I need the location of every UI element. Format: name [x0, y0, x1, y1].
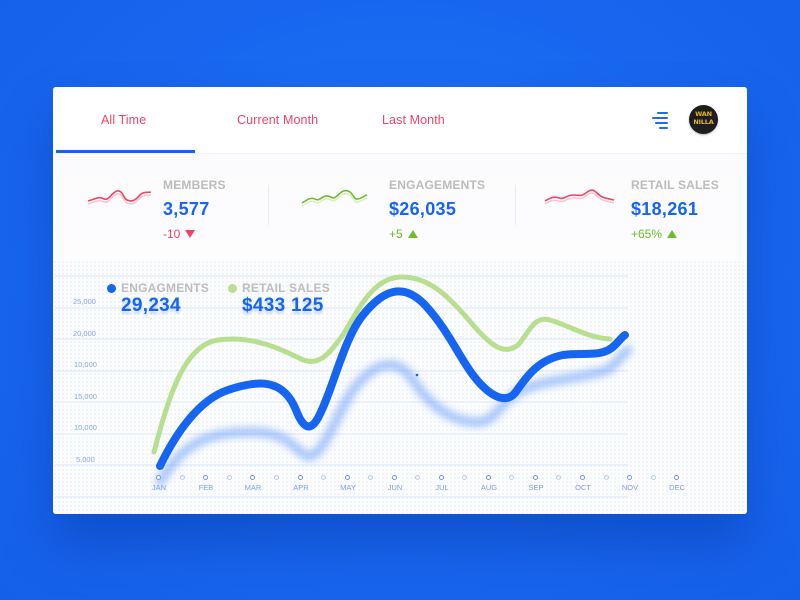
- tab-last-month[interactable]: Last Month: [382, 113, 445, 127]
- x-axis-dot: [580, 475, 585, 480]
- data-point-marker: [415, 373, 419, 377]
- header-bar: All Time Current Month Last Month WAN NI…: [53, 87, 747, 153]
- stat-delta: +65%: [631, 227, 678, 241]
- x-tick: JUN: [387, 483, 403, 492]
- x-tick: OCT: [575, 483, 591, 492]
- stat-divider: [268, 185, 269, 225]
- stat-value: 3,577: [163, 199, 210, 219]
- x-axis-dot: [604, 475, 609, 480]
- x-axis-dot: [627, 475, 632, 480]
- x-axis-dot: [509, 475, 514, 480]
- stat-delta: +5: [389, 227, 418, 241]
- dashboard-card: All Time Current Month Last Month WAN NI…: [53, 87, 747, 514]
- x-axis-dot: [651, 475, 656, 480]
- x-tick: JAN: [151, 483, 167, 492]
- y-tick: 25,000: [73, 297, 96, 306]
- retail-sales-sparkline-icon: [544, 189, 615, 205]
- y-tick: 15,000: [74, 392, 97, 401]
- chart-area: ENGAGMENTS 29,234 RETAIL SALES $433 125 …: [53, 260, 747, 514]
- x-axis-dot: [274, 475, 279, 480]
- x-tick: SEP: [528, 483, 544, 492]
- legend-dot-icon: [107, 284, 116, 293]
- legend-label: RETAIL SALES: [242, 281, 330, 295]
- stat-value: $26,035: [389, 199, 457, 219]
- tab-current-month[interactable]: Current Month: [237, 113, 319, 127]
- up-arrow-icon: [407, 230, 418, 238]
- y-tick: 5,000: [76, 455, 95, 464]
- members-sparkline-icon: [87, 190, 152, 205]
- x-axis-dot: [203, 475, 208, 480]
- x-axis-dot: [392, 475, 397, 480]
- stat-label: MEMBERS: [163, 178, 226, 192]
- x-axis-dot: [345, 475, 350, 480]
- x-axis-dot: [321, 475, 326, 480]
- x-tick: JUL: [435, 483, 449, 492]
- x-tick: APR: [293, 483, 309, 492]
- x-tick: DEC: [669, 483, 685, 492]
- legend-value: 29,234: [121, 295, 181, 316]
- tab-all-time[interactable]: All Time: [101, 113, 147, 127]
- stat-value: $18,261: [631, 199, 699, 219]
- stats-row: MEMBERS 3,577 -10 ENGAGEMENTS $26,035 +5: [53, 153, 747, 260]
- stat-label: ENGAGEMENTS: [389, 178, 486, 192]
- x-axis-dot: [156, 475, 161, 480]
- stat-members: MEMBERS 3,577 -10: [53, 154, 268, 261]
- engagements-line-shadow: [155, 345, 633, 487]
- legend-label: ENGAGMENTS: [121, 281, 210, 295]
- down-arrow-icon: [185, 230, 196, 238]
- stat-retail-sales: RETAIL SALES $18,261 +65%: [516, 154, 747, 261]
- stat-divider: [515, 185, 516, 225]
- active-tab-indicator: [56, 150, 195, 153]
- x-tick: FEB: [198, 483, 214, 492]
- avatar[interactable]: WAN NILLA: [689, 105, 718, 134]
- x-axis-dot: [462, 475, 467, 480]
- x-axis-dot: [415, 475, 420, 480]
- x-axis-dot: [556, 475, 561, 480]
- stat-engagements: ENGAGEMENTS $26,035 +5: [269, 154, 515, 261]
- x-tick: MAR: [244, 483, 262, 492]
- x-axis-dot: [250, 475, 255, 480]
- x-tick: AUG: [480, 483, 498, 492]
- hamburger-menu-icon[interactable]: [651, 111, 671, 129]
- x-tick: NOV: [621, 483, 639, 492]
- y-tick: 10,000: [74, 423, 97, 432]
- line-chart: [55, 274, 633, 498]
- x-axis-dot: [180, 475, 185, 480]
- x-axis-dot: [674, 475, 679, 480]
- avatar-text-line2: NILLA: [693, 117, 714, 126]
- stat-delta: -10: [163, 227, 196, 241]
- legend-dot-icon: [228, 284, 237, 293]
- x-axis-dot: [533, 475, 538, 480]
- x-axis-dot: [486, 475, 491, 480]
- engagements-line: [156, 287, 629, 470]
- y-tick: 20,000: [73, 329, 96, 338]
- retail-sales-line: [151, 274, 613, 455]
- x-tick: MAY: [340, 483, 356, 492]
- x-axis-dot: [439, 475, 444, 480]
- x-axis-dot: [368, 475, 373, 480]
- x-axis-dot: [227, 475, 232, 480]
- up-arrow-icon: [667, 230, 678, 238]
- y-tick: 10,000: [74, 360, 97, 369]
- legend-value: $433 125: [242, 295, 324, 316]
- avatar-text-line1: WAN: [695, 110, 712, 118]
- engagements-sparkline-icon: [301, 189, 368, 207]
- x-axis-dot: [298, 475, 303, 480]
- stat-label: RETAIL SALES: [631, 178, 719, 192]
